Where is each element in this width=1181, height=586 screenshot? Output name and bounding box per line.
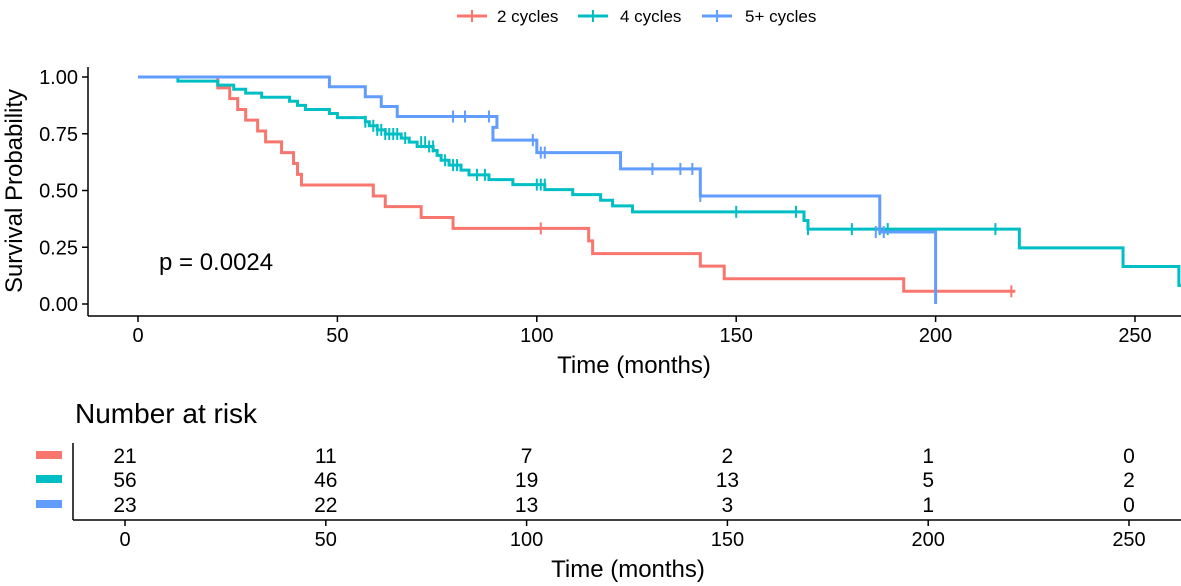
risk-key-5plus-cycles: [36, 500, 62, 508]
risk-x-tick-label: 250: [1112, 529, 1145, 551]
x-tick-label: 50: [326, 325, 348, 347]
x-tick-label: 0: [132, 325, 143, 347]
risk-count-4-cycles: 13: [716, 469, 739, 492]
y-tick-label: 0.50: [39, 181, 78, 203]
x-ticks: 0 50 100 150 200 250: [132, 316, 1152, 347]
risk-count-2-cycles: 21: [113, 445, 136, 468]
risk-table-x-axis-title: Time (months): [551, 556, 705, 583]
y-tick-label: 0.00: [39, 294, 78, 316]
risk-x-tick-label: 0: [119, 529, 130, 551]
x-axis-title: Time (months): [557, 352, 711, 379]
curve-5plus-cycles: [138, 75, 938, 304]
risk-count-2-cycles: 1: [922, 445, 934, 468]
legend: 2 cycles 4 cycles 5+ cycles: [457, 7, 816, 26]
risk-key-4-cycles: [36, 475, 62, 483]
legend-label-2-cycles: 2 cycles: [497, 7, 558, 26]
x-tick-label: 150: [720, 325, 753, 347]
risk-x-tick-label: 150: [711, 529, 744, 551]
x-tick-label: 200: [919, 325, 952, 347]
risk-x-tick-label: 200: [912, 529, 945, 551]
risk-count-2-cycles: 2: [722, 445, 734, 468]
legend-label-5plus-cycles: 5+ cycles: [745, 7, 816, 26]
legend-item-5plus-cycles: 5+ cycles: [702, 7, 816, 26]
y-tick-label: 0.75: [39, 124, 78, 146]
p-value-annotation: p = 0.0024: [159, 249, 273, 276]
risk-count-4-cycles: 19: [515, 469, 538, 492]
risk-count-2-cycles: 7: [521, 445, 533, 468]
survival-curves: [138, 75, 1181, 304]
y-tick-label: 1.00: [39, 67, 78, 89]
risk-count-5plus-cycles: 13: [515, 494, 538, 517]
risk-count-4-cycles: 2: [1123, 469, 1135, 492]
risk-count-4-cycles: 5: [922, 469, 934, 492]
risk-count-4-cycles: 46: [314, 469, 337, 492]
risk-x-tick-label: 100: [510, 529, 543, 551]
risk-count-5plus-cycles: 3: [722, 494, 734, 517]
legend-item-4-cycles: 4 cycles: [578, 7, 681, 26]
risk-table-keys: [36, 451, 62, 508]
risk-count-5plus-cycles: 1: [922, 494, 934, 517]
risk-key-2-cycles: [36, 451, 62, 459]
risk-count-5plus-cycles: 23: [113, 494, 136, 517]
risk-x-tick-label: 50: [315, 529, 337, 551]
risk-count-2-cycles: 11: [315, 445, 337, 468]
risk-count-5plus-cycles: 22: [314, 494, 337, 517]
risk-count-5plus-cycles: 0: [1123, 494, 1135, 517]
risk-table-title: Number at risk: [75, 398, 258, 429]
risk-table-rows: 21 11 7 2 1 056 46 19 13 5 223 22 13 3 1 0: [113, 445, 1135, 517]
curve-2-cycles: [138, 75, 1016, 293]
y-axis-title: Survival Probability: [1, 89, 28, 293]
x-tick-label: 100: [520, 325, 553, 347]
risk-count-2-cycles: 0: [1123, 445, 1135, 468]
x-tick-label: 250: [1118, 325, 1151, 347]
risk-table-x-ticks: 0 50 100 150 200 250: [119, 520, 1146, 551]
legend-label-4-cycles: 4 cycles: [620, 7, 681, 26]
y-ticks: 0.00 0.25 0.50 0.75 1.00: [39, 67, 88, 316]
risk-count-4-cycles: 56: [113, 469, 136, 492]
legend-item-2-cycles: 2 cycles: [457, 7, 558, 26]
y-tick-label: 0.25: [39, 237, 78, 259]
